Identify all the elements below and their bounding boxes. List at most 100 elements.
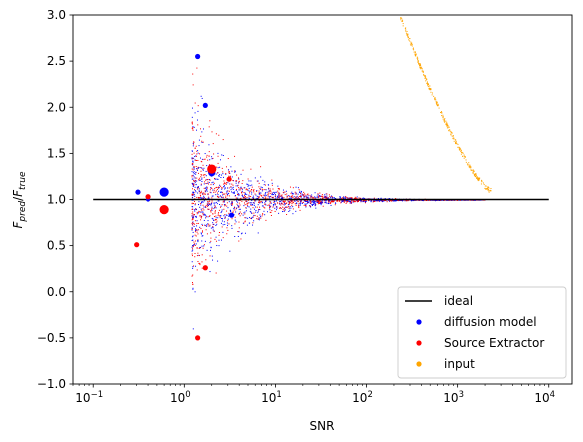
cloud-point <box>235 189 237 191</box>
cloud-point <box>225 183 227 185</box>
input-point <box>425 78 427 80</box>
cloud-point <box>201 200 203 202</box>
cloud-point <box>196 229 198 231</box>
cloud-point <box>269 205 271 207</box>
cloud-point <box>320 200 322 202</box>
cloud-point <box>317 197 319 199</box>
cloud-point <box>211 209 213 211</box>
cloud-point <box>253 198 255 200</box>
cloud-point <box>205 259 207 261</box>
input-point <box>425 76 427 78</box>
cloud-point <box>215 194 217 196</box>
cloud-point <box>239 199 241 201</box>
cloud-point <box>194 159 196 161</box>
input-point <box>412 47 414 49</box>
y-axis-label: Fpred/Ftrue <box>11 171 28 228</box>
input-point <box>486 188 488 190</box>
cloud-point <box>198 255 200 257</box>
cloud-point <box>201 261 203 263</box>
cloud-point <box>207 216 209 218</box>
cloud-point <box>217 178 219 180</box>
cloud-point <box>208 126 210 128</box>
cloud-point <box>324 196 326 198</box>
cloud-point <box>194 244 196 246</box>
cloud-point <box>193 179 195 181</box>
cloud-point <box>282 203 284 205</box>
cloud-point <box>211 182 213 184</box>
input-point <box>402 25 404 27</box>
cloud-point <box>219 174 221 176</box>
cloud-point <box>191 236 193 238</box>
input-point <box>414 52 416 54</box>
cloud-point <box>212 195 214 197</box>
input-point <box>462 151 464 153</box>
cloud-point <box>264 203 266 205</box>
cloud-point <box>274 191 276 193</box>
cloud-point <box>191 153 193 155</box>
cloud-point <box>207 223 209 225</box>
cloud-point <box>339 196 341 198</box>
input-point <box>422 71 424 73</box>
cloud-point <box>284 201 286 203</box>
cloud-point <box>344 196 346 198</box>
cloud-point <box>354 197 356 199</box>
cloud-point <box>197 110 199 112</box>
cloud-point <box>390 200 392 202</box>
cloud-point <box>310 195 312 197</box>
cloud-point <box>202 192 204 194</box>
cloud-point <box>299 190 301 192</box>
cloud-point <box>215 240 217 242</box>
cloud-point <box>192 188 194 190</box>
cloud-point <box>332 201 334 203</box>
cloud-point <box>191 228 193 230</box>
cloud-point <box>220 215 222 217</box>
input-point <box>411 43 413 45</box>
input-point <box>419 65 421 67</box>
cloud-point <box>325 193 327 195</box>
cloud-point <box>194 234 196 236</box>
input-point <box>411 45 413 47</box>
input-point <box>484 188 486 190</box>
cloud-point <box>192 216 194 218</box>
cloud-point <box>199 153 201 155</box>
diffusion-point <box>135 189 141 195</box>
cloud-point <box>224 193 226 195</box>
cloud-point <box>246 197 248 199</box>
cloud-point <box>191 199 193 201</box>
cloud-point <box>221 188 223 190</box>
input-point <box>462 155 464 157</box>
cloud-point <box>237 184 239 186</box>
cloud-point <box>215 173 217 175</box>
input-point <box>451 132 453 134</box>
input-point <box>464 156 466 158</box>
cloud-point <box>374 200 376 202</box>
cloud-point <box>295 210 297 212</box>
cloud-point <box>261 188 263 190</box>
cloud-point <box>262 197 264 199</box>
cloud-point <box>235 208 237 210</box>
cloud-point <box>244 220 246 222</box>
input-arc <box>400 17 492 193</box>
cloud-point <box>321 194 323 196</box>
cloud-point <box>276 202 278 204</box>
cloud-point <box>194 186 196 188</box>
cloud-point <box>328 201 330 203</box>
cloud-point <box>222 194 224 196</box>
cloud-point <box>310 206 312 208</box>
cloud-point <box>374 200 376 202</box>
cloud-point <box>248 180 250 182</box>
cloud-point <box>249 192 251 194</box>
cloud-point <box>271 182 273 184</box>
cloud-point <box>343 201 345 203</box>
cloud-point <box>206 154 208 156</box>
cloud-point <box>197 188 199 190</box>
input-point <box>409 40 411 42</box>
cloud-point <box>205 215 207 217</box>
cloud-point <box>294 200 296 202</box>
cloud-point <box>336 200 338 202</box>
cloud-point <box>326 195 328 197</box>
cloud-point <box>238 202 240 204</box>
cloud-point <box>331 195 333 197</box>
cloud-point <box>253 197 255 199</box>
cloud-point <box>201 223 203 225</box>
